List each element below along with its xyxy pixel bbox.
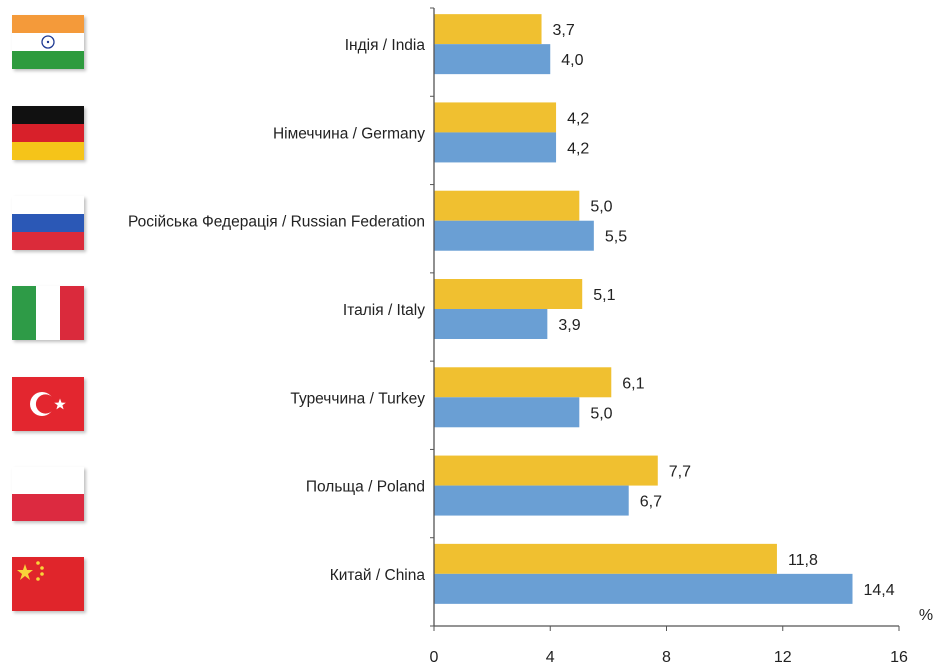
bar [434,102,557,133]
bar [434,485,629,516]
bar [434,573,853,604]
data-label: 5,0 [590,405,612,422]
data-label: 5,5 [605,229,627,246]
x-tick-label: 8 [662,649,671,666]
data-label: 3,7 [553,22,575,39]
category-label: Російська Федерація / Russian Federation [128,214,425,231]
category-label: Польща / Poland [306,479,425,496]
data-label: 4,0 [561,52,583,69]
data-label: 4,2 [567,110,589,127]
data-label: 3,9 [558,317,580,334]
data-label: 6,7 [640,494,662,511]
data-label: 5,0 [590,199,612,216]
category-label: Китай / China [330,567,426,584]
data-label: 14,4 [864,582,895,599]
italy-flag-icon [12,286,84,340]
bar [434,397,580,428]
bar [434,279,583,309]
data-label: 11,8 [788,552,818,569]
category-label: Італія / Italy [343,302,425,319]
bar [434,44,551,75]
data-label: 4,2 [567,140,589,157]
bar [434,14,542,45]
unit-label: % [919,607,933,624]
x-tick-label: 4 [546,649,555,666]
russia-flag-icon [12,196,84,250]
data-label: 6,1 [622,375,644,392]
x-tick-label: 12 [774,649,792,666]
poland-flag-icon [12,467,84,521]
bar [434,543,777,574]
x-tick-label: 0 [430,649,439,666]
turkey-flag-icon [12,377,84,431]
bar [434,455,658,486]
data-label: 5,1 [593,287,615,304]
bar [434,190,580,221]
bar [434,132,557,163]
category-label: Німеччина / Germany [273,125,425,142]
bar [434,220,594,251]
bar [434,309,548,339]
china-flag-icon [12,557,84,611]
germany-flag-icon [12,106,84,160]
category-label: Індія / India [345,37,426,54]
category-label: Туреччина / Turkey [290,390,425,407]
india-flag-icon [12,15,84,69]
x-tick-label: 16 [890,649,908,666]
data-label: 7,7 [669,464,691,481]
bar [434,367,612,398]
